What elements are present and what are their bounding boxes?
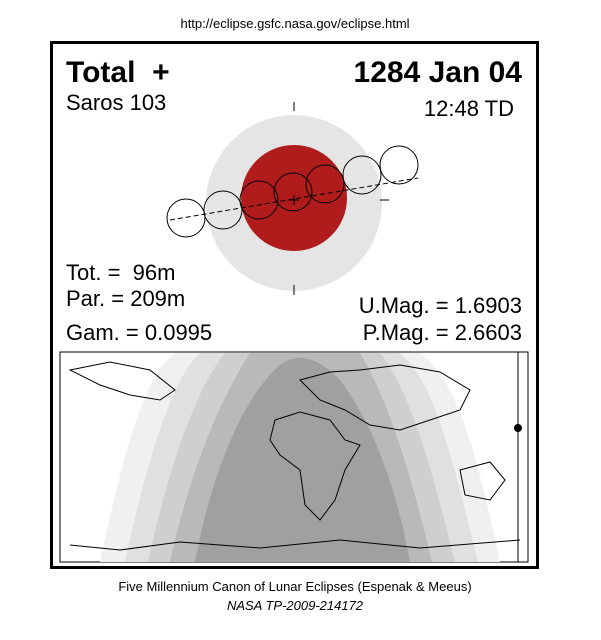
saros: Saros 103 [66,90,166,115]
eclipse-date: 1284 Jan 04 [354,56,523,89]
moon-position [514,424,522,432]
moon [305,164,345,204]
moon [273,172,313,212]
url: http://eclipse.gsfc.nasa.gov/eclipse.htm… [180,16,409,31]
eclipse-time: 12:48 TD [424,96,514,121]
footer-title: Five Millennium Canon of Lunar Eclipses … [118,579,471,594]
moon [203,190,243,230]
total-duration: Tot. = 96m [66,260,175,285]
moon [166,198,206,238]
umbral-zone [195,357,410,562]
footer-reference: NASA TP-2009-214172 [227,598,364,613]
penumbral-magnitude: P.Mag. = 2.6603 [363,320,522,345]
visibility-map [59,351,529,563]
gamma: Gam. = 0.0995 [66,320,212,345]
eclipse-geometry [166,102,419,295]
coastline [299,364,471,431]
moon [379,145,419,185]
coastline [68,361,176,401]
moon [239,180,279,220]
moon-positions [166,145,419,238]
coastline [69,539,521,551]
moon [342,155,382,195]
coastline [459,461,506,501]
umbral-magnitude: U.Mag. = 1.6903 [359,293,522,318]
moon-path [169,177,419,221]
coastline [269,411,361,521]
eclipse-type: Total + [66,56,170,89]
partial-duration: Par. = 209m [66,286,185,311]
